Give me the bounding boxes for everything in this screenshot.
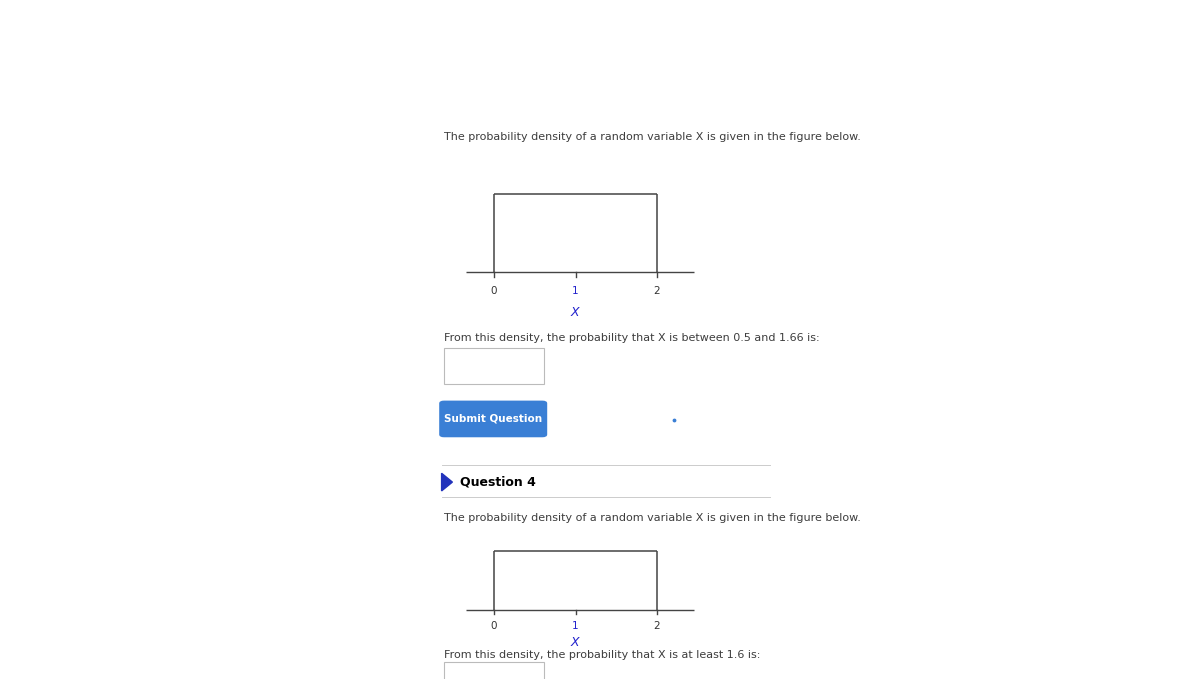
- FancyBboxPatch shape: [439, 401, 547, 437]
- Text: 2: 2: [654, 286, 660, 296]
- Text: Question 4: Question 4: [460, 475, 535, 489]
- Text: From this density, the probability that X is at least 1.6 is:: From this density, the probability that …: [444, 650, 761, 660]
- Text: 2: 2: [654, 621, 660, 631]
- Text: $X$: $X$: [570, 636, 581, 649]
- Text: 0: 0: [491, 621, 497, 631]
- Text: 1: 1: [572, 621, 578, 631]
- Text: From this density, the probability that X is between 0.5 and 1.66 is:: From this density, the probability that …: [444, 333, 820, 343]
- Text: 0: 0: [491, 286, 497, 296]
- Text: Submit Question: Submit Question: [444, 414, 542, 424]
- FancyBboxPatch shape: [444, 348, 544, 384]
- Text: The probability density of a random variable X is given in the figure below.: The probability density of a random vari…: [444, 513, 860, 523]
- Text: The probability density of a random variable X is given in the figure below.: The probability density of a random vari…: [444, 132, 860, 143]
- Polygon shape: [442, 473, 452, 491]
- Text: 1: 1: [572, 286, 578, 296]
- FancyBboxPatch shape: [444, 662, 544, 679]
- Text: $X$: $X$: [570, 306, 581, 319]
